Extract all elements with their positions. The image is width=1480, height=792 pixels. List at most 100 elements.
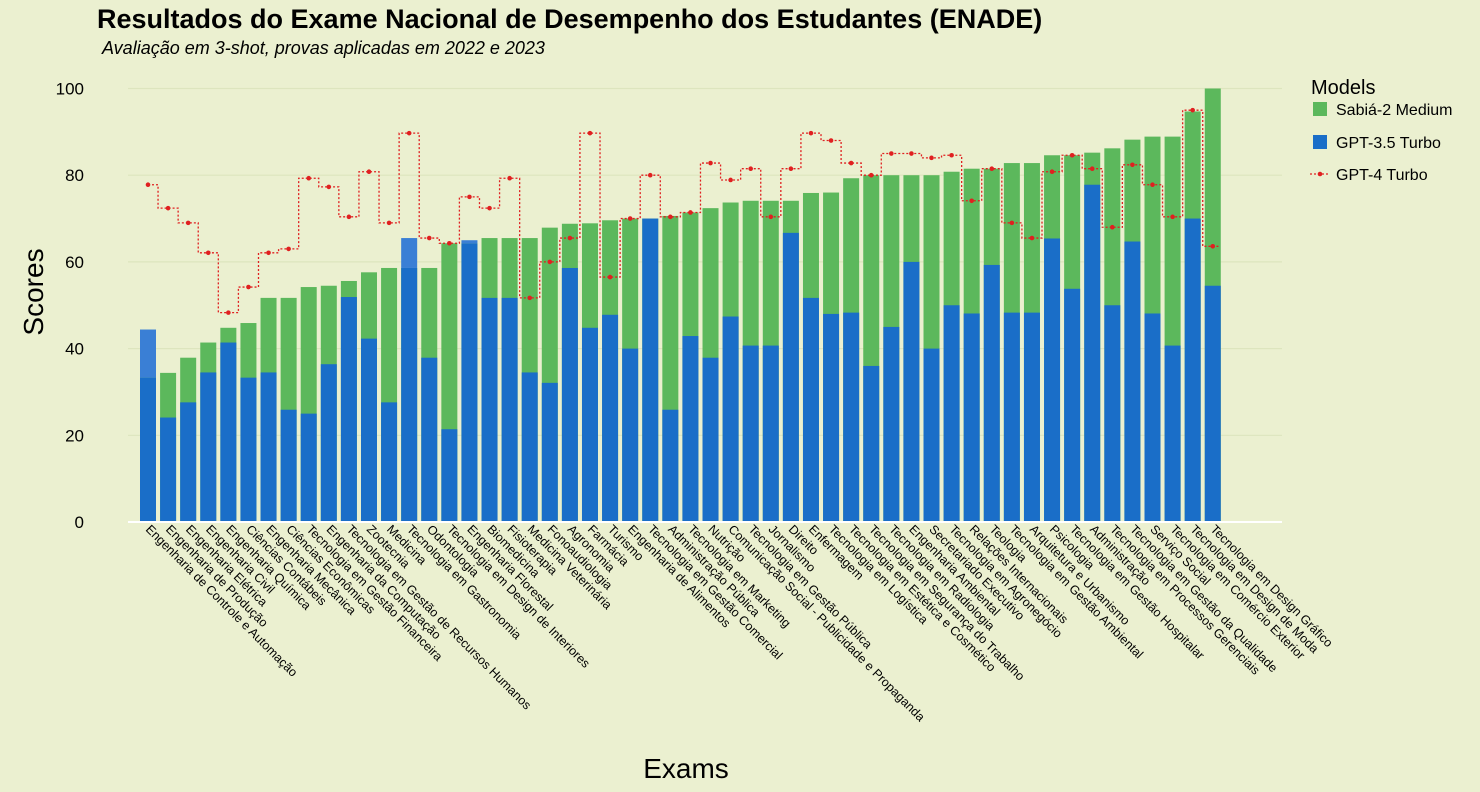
gpt4-point xyxy=(969,198,974,204)
bar-gpt-3-5-turbo xyxy=(642,218,659,523)
gpt4-point xyxy=(346,214,352,220)
bar-gpt-3-5-turbo xyxy=(1023,312,1040,522)
bar-gpt-3-5-turbo xyxy=(762,345,779,522)
legend-swatch-sabia xyxy=(1313,102,1327,116)
y-tick-label: 20 xyxy=(65,426,84,445)
gpt4-point xyxy=(788,166,794,171)
bar-gpt-3-5-turbo xyxy=(602,314,619,522)
gpt4-point xyxy=(1190,107,1195,113)
gpt4-point xyxy=(1089,166,1095,171)
gpt4-point xyxy=(547,259,553,265)
bar-gpt-3-5-turbo xyxy=(622,348,639,522)
bar-gpt-3-5-turbo xyxy=(823,313,840,522)
bar-layer xyxy=(140,88,1221,523)
bar-gpt-3-5-turbo xyxy=(340,297,357,522)
gpt4-point xyxy=(266,250,271,256)
bar-gpt-3-5-turbo xyxy=(401,267,418,522)
bar-gpt-3-5-turbo xyxy=(1104,305,1121,522)
x-axis-title: Exams xyxy=(643,753,729,784)
gpt4-point xyxy=(848,160,854,166)
chart-title: Resultados do Exame Nacional de Desempen… xyxy=(97,4,1043,34)
gpt4-point xyxy=(507,175,512,181)
bar-gpt-3-5-turbo xyxy=(903,261,920,522)
gpt4-point xyxy=(286,246,291,252)
bar-gpt-3-5-turbo xyxy=(180,402,197,522)
bar-gpt-3-5-turbo xyxy=(802,297,819,522)
gpt4-point xyxy=(708,160,713,166)
gpt4-point xyxy=(145,182,151,188)
gpt4-point xyxy=(1049,169,1055,175)
gpt4-point xyxy=(828,138,834,143)
legend-title: Models xyxy=(1311,77,1375,99)
gpt4-point xyxy=(226,310,231,315)
bar-gpt-3-5-turbo xyxy=(360,338,377,522)
bar-gpt-3-5-turbo xyxy=(863,365,880,522)
bar-gpt-3-5-turbo xyxy=(662,409,679,522)
gpt4-point xyxy=(386,220,392,226)
gpt4-point xyxy=(326,184,332,190)
bar-gpt-3-5-turbo xyxy=(722,316,739,522)
bar-gpt-3-5-turbo xyxy=(782,232,799,522)
bar-gpt-3-5-turbo xyxy=(983,264,1000,522)
gpt4-point xyxy=(668,214,673,220)
gpt4-point xyxy=(607,274,613,280)
bar-gpt-3-5-turbo xyxy=(541,382,558,522)
bar-gpt-3-5-turbo xyxy=(260,372,277,522)
gpt4-point xyxy=(567,235,573,241)
y-tick-label: 100 xyxy=(56,80,84,99)
legend: Models Sabiá-2 Medium GPT-3.5 Turbo GPT-… xyxy=(1310,77,1453,184)
gpt4-point xyxy=(909,151,914,156)
gpt4-point xyxy=(1110,224,1115,230)
gpt4-point xyxy=(306,175,312,181)
legend-label-gpt35: GPT-3.5 Turbo xyxy=(1336,135,1441,152)
bar-gpt-3-5-turbo xyxy=(1084,184,1101,522)
bar-gpt-3-5-turbo xyxy=(1124,241,1141,522)
gpt4-point xyxy=(1170,214,1175,220)
bar-gpt-3-5-turbo xyxy=(1064,288,1081,522)
bar-gpt-3-5-turbo xyxy=(1164,345,1181,522)
bar-gpt-3-5-turbo-overflow xyxy=(140,329,156,378)
gpt4-point xyxy=(527,295,533,301)
bar-gpt-3-5-turbo-overflow xyxy=(461,240,478,244)
bar-gpt-3-5-turbo xyxy=(1184,218,1201,523)
gpt4-point xyxy=(467,194,472,200)
bar-gpt-3-5-turbo xyxy=(381,402,398,522)
gpt4-point xyxy=(889,151,894,156)
bar-gpt-3-5-turbo xyxy=(300,413,317,522)
bar-gpt-3-5-turbo xyxy=(200,372,217,522)
bar-gpt-3-5-turbo xyxy=(943,305,960,522)
gpt4-point xyxy=(185,220,191,226)
gpt4-point xyxy=(587,130,593,136)
legend-marker-gpt4 xyxy=(1317,171,1323,177)
bar-gpt-3-5-turbo xyxy=(1144,313,1161,522)
gpt4-point xyxy=(808,130,814,136)
gpt4-point xyxy=(1069,152,1075,158)
bar-gpt-3-5-turbo xyxy=(742,345,759,522)
gpt4-point xyxy=(868,172,874,178)
gpt4-point xyxy=(627,216,633,221)
gpt4-point xyxy=(768,214,774,220)
bar-gpt-3-5-turbo xyxy=(421,357,438,522)
legend-swatch-gpt35 xyxy=(1313,135,1327,149)
y-tick-label: 0 xyxy=(75,513,84,532)
bar-gpt-3-5-turbo xyxy=(1003,312,1020,522)
gpt4-point xyxy=(647,172,653,178)
chart-subtitle: Avaliação em 3-shot, provas aplicadas em… xyxy=(102,38,545,58)
bar-gpt-3-5-turbo xyxy=(441,429,458,522)
bar-gpt-3-5-turbo xyxy=(461,243,478,522)
bar-gpt-3-5-turbo xyxy=(240,377,257,522)
gpt4-point xyxy=(748,166,753,171)
bar-gpt-3-5-turbo xyxy=(320,364,337,522)
bar-gpt-3-5-turbo xyxy=(1204,285,1221,522)
gpt4-point xyxy=(366,169,372,175)
gpt4-point xyxy=(246,284,251,290)
y-axis-title: Scores xyxy=(18,248,49,335)
gpt4-point xyxy=(728,177,733,183)
bar-gpt-3-5-turbo xyxy=(1044,238,1061,522)
bar-gpt-3-5-turbo xyxy=(160,417,177,522)
gpt4-point xyxy=(447,240,452,246)
gpt4-point xyxy=(1130,162,1135,168)
y-tick-label: 80 xyxy=(65,166,84,185)
gpt4-line-layer xyxy=(145,107,1219,315)
gpt4-point xyxy=(487,205,492,211)
